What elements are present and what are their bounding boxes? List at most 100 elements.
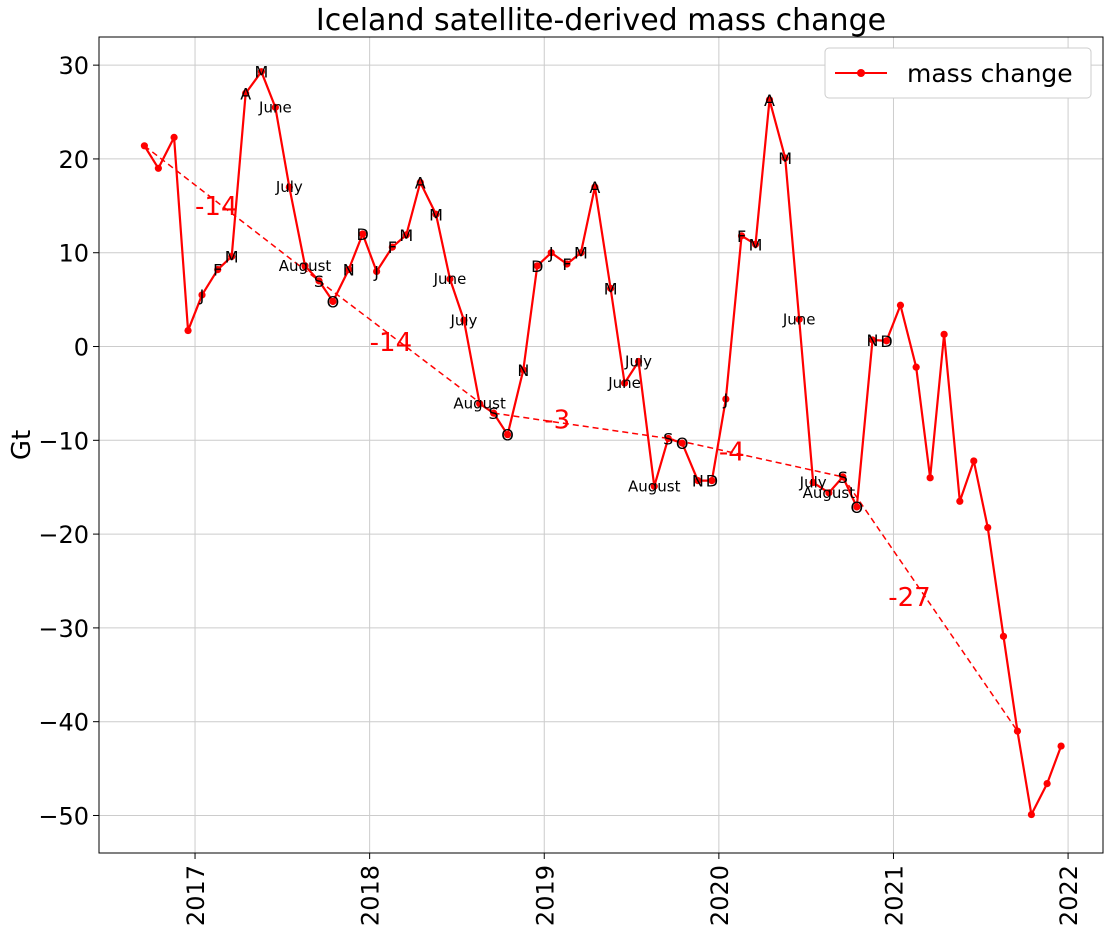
trend-value-label: -27 xyxy=(888,583,930,613)
data-point xyxy=(519,366,527,374)
month-letter-label: A xyxy=(764,91,775,110)
month-letter-label: J xyxy=(199,286,205,305)
trend-segment xyxy=(493,412,669,440)
data-point xyxy=(285,183,293,191)
data-point xyxy=(956,497,964,505)
month-letter-label: F xyxy=(388,238,397,257)
trend-value-label: -14 xyxy=(370,328,412,358)
month-letter-label: O xyxy=(327,292,340,311)
month-letter-label: S xyxy=(663,429,673,448)
data-point xyxy=(416,178,424,186)
month-letter-label: J xyxy=(722,390,728,409)
x-tick-label: 2020 xyxy=(706,865,734,926)
data-point xyxy=(388,243,396,251)
data-point xyxy=(896,301,905,309)
data-point xyxy=(694,477,702,485)
month-letter-label: N xyxy=(517,361,529,380)
data-point xyxy=(242,89,250,97)
y-tick-label: 10 xyxy=(58,240,89,268)
series-line xyxy=(143,70,1063,816)
data-point xyxy=(620,379,629,387)
x-tick-label: 2021 xyxy=(880,865,908,926)
data-point xyxy=(825,489,833,497)
month-letter-label: M xyxy=(399,226,413,245)
x-tick-label: 2017 xyxy=(182,865,210,926)
month-name-label: August xyxy=(803,484,856,502)
data-point xyxy=(547,249,555,257)
trend-value-label: -3 xyxy=(544,406,570,436)
month-name-label: July xyxy=(799,474,827,492)
data-point xyxy=(214,266,222,274)
month-letter-label: A xyxy=(589,178,600,197)
month-letter-label: J xyxy=(373,262,379,281)
x-axis: 2017 2018 2019 2020 2021 2022 xyxy=(182,853,1083,926)
data-point xyxy=(708,477,716,485)
month-letter-label: M xyxy=(429,205,443,224)
month-letter-label: D xyxy=(356,225,368,244)
data-point xyxy=(591,183,599,191)
data-point xyxy=(315,277,323,285)
legend: mass change xyxy=(824,47,1092,99)
data-point xyxy=(781,154,789,162)
data-point xyxy=(170,133,178,141)
month-letter-label: O xyxy=(851,498,864,517)
data-point xyxy=(460,316,468,324)
month-letter-label: M xyxy=(254,63,268,82)
month-name-label: June xyxy=(258,98,292,116)
y-tick-label: 30 xyxy=(58,52,89,80)
month-letter-label: O xyxy=(676,434,689,453)
month-letter-label: O xyxy=(501,426,514,445)
data-point xyxy=(533,262,541,270)
data-point xyxy=(607,284,615,292)
month-letter-label: S xyxy=(489,404,499,423)
data-point xyxy=(882,337,891,345)
data-point xyxy=(577,249,585,257)
month-letter-label: M xyxy=(778,149,792,168)
series-mass-change xyxy=(140,68,1065,819)
month-letter-label: M xyxy=(574,244,588,263)
data-point xyxy=(563,260,571,268)
x-tick-label: 2018 xyxy=(357,865,385,926)
data-point xyxy=(839,473,847,481)
data-point xyxy=(402,231,410,239)
data-point xyxy=(809,478,817,487)
data-point xyxy=(765,96,774,104)
month-letter-label: M xyxy=(604,279,618,298)
data-point xyxy=(490,409,498,417)
month-name-label: August xyxy=(279,257,332,275)
data-point xyxy=(1013,727,1022,735)
month-name-label: July xyxy=(624,353,652,371)
month-letter-label: J xyxy=(548,244,554,263)
month-letter-label: M xyxy=(225,247,239,266)
y-tick-label: 20 xyxy=(58,146,89,174)
month-name-label: June xyxy=(433,270,467,288)
data-point xyxy=(373,267,381,276)
chart-title: Iceland satellite-derived mass change xyxy=(316,3,886,38)
data-point xyxy=(228,252,236,261)
month-letter-label: N xyxy=(867,331,879,350)
data-point xyxy=(154,164,162,172)
plot-frame xyxy=(98,36,1104,854)
month-name-label: July xyxy=(449,311,477,329)
trend-segment xyxy=(318,280,495,414)
data-point xyxy=(432,210,440,218)
month-name-label: August xyxy=(453,395,506,413)
x-tick-label: 2022 xyxy=(1055,865,1083,926)
month-letter-label: M xyxy=(749,235,763,254)
data-point xyxy=(912,363,920,371)
data-point xyxy=(678,439,686,447)
data-point xyxy=(650,482,658,490)
legend-label: mass change xyxy=(907,59,1073,88)
y-tick-label: −40 xyxy=(38,709,89,737)
month-letter-label: F xyxy=(213,261,222,280)
x-tick-label: 2019 xyxy=(531,865,559,926)
y-axis-label: Gt xyxy=(7,430,37,460)
data-point xyxy=(329,297,337,306)
month-letter-label: F xyxy=(562,255,571,274)
month-name-label: July xyxy=(275,178,303,196)
y-tick-label: −30 xyxy=(38,615,89,643)
y-tick-label: 0 xyxy=(74,334,89,362)
legend-box xyxy=(824,47,1092,99)
data-point xyxy=(984,523,992,532)
